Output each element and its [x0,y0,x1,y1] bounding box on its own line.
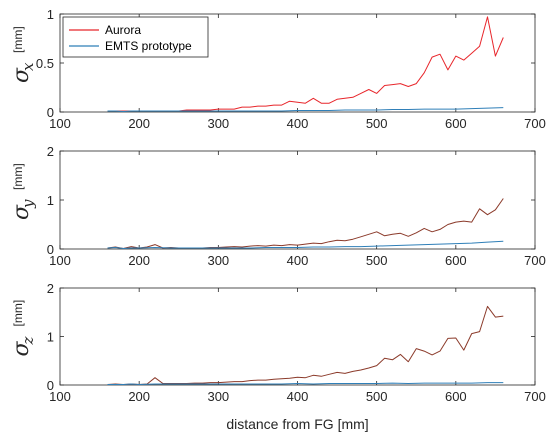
x-tick-label: 100 [49,253,71,268]
panel-sigma-x: 100 200 300 400 500 600 700 0 0.5 1 σx [mm] Aurora EM… [9,7,546,131]
series-line-emts-prototype [107,240,504,249]
x-tick-label: 600 [445,389,467,404]
legend-entry-label: Aurora [105,23,141,37]
y-label-subscript: x [19,62,37,71]
x-tick-label: 700 [524,116,546,131]
x-tick-label: 200 [128,253,150,268]
y-tick-label: 2 [47,281,54,296]
panel-sigma-z: 100 200 300 400 500 600 700 0 1 2 σz [mm] distance f… [9,281,546,432]
y-label-unit: [mm] [11,163,25,190]
legend-entry-label: EMTS prototype [105,39,192,53]
y-label-subscript: y [19,199,37,209]
y-label-sigma: σ [9,67,34,83]
x-tick-label: 700 [524,253,546,268]
y-label-sigma: σ [9,341,34,357]
x-tick-label: 100 [49,116,71,131]
x-axis-label: distance from FG [mm] [226,416,368,432]
y-tick-label: 0 [47,378,54,393]
axes-box [59,150,536,250]
series-line-emts-prototype [107,107,504,112]
x-tick-label: 400 [287,389,309,404]
y-label-unit: [mm] [11,300,25,327]
x-tick-label: 100 [49,389,71,404]
y-axis-label: σx [mm] [9,26,37,83]
legend: Aurora EMTS prototype [62,16,209,58]
axes-box [59,287,536,386]
y-axis-label: σy [mm] [9,163,37,220]
y-label-unit: [mm] [11,26,25,53]
x-tick-label: 500 [366,253,388,268]
x-tick-label: 600 [445,116,467,131]
y-tick-label: 0 [47,242,54,257]
x-tick-label: 500 [366,116,388,131]
y-label-subscript: z [19,337,37,346]
y-label-sigma: σ [9,204,34,220]
y-tick-label: 0 [47,105,54,120]
y-tick-label: 1 [47,7,54,22]
x-tick-label: 200 [128,389,150,404]
y-tick-label: 1 [47,193,54,208]
x-tick-label: 500 [366,389,388,404]
x-tick-label: 400 [287,253,309,268]
x-tick-label: 400 [287,116,309,131]
y-tick-label: 2 [47,144,54,159]
series-line-emts-prototype [107,382,504,385]
x-tick-label: 300 [207,389,229,404]
y-axis-label: σz [mm] [9,300,37,357]
panel-sigma-y: 100 200 300 400 500 600 700 0 1 2 σy [mm] [9,144,546,268]
x-tick-label: 200 [128,116,150,131]
legend-box [62,16,209,58]
x-tick-label: 300 [207,253,229,268]
x-tick-label: 700 [524,389,546,404]
x-tick-label: 600 [445,253,467,268]
x-tick-label: 300 [207,116,229,131]
y-tick-label: 0.5 [36,56,54,71]
y-tick-label: 1 [47,330,54,345]
